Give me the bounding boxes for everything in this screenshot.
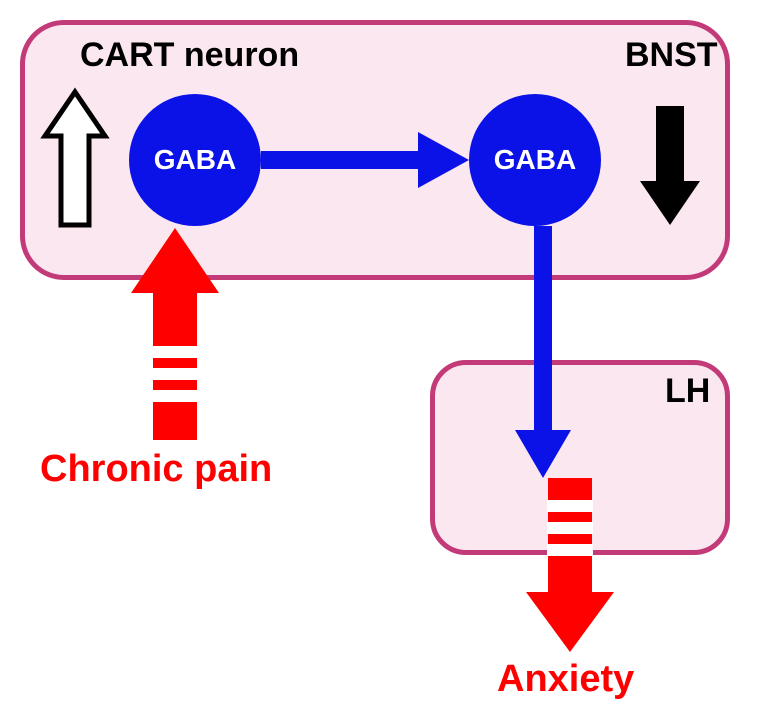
lh-label: LH	[665, 372, 710, 411]
gaba-right-label: GABA	[494, 144, 576, 176]
anxiety-label: Anxiety	[497, 658, 634, 701]
diagram-stage: BNST LH CART neuron GABA GABA Chronic pa…	[0, 0, 777, 714]
gaba-left-label: GABA	[154, 144, 236, 176]
chronic-pain-label: Chronic pain	[40, 448, 272, 491]
cart-neuron-label: CART neuron	[80, 36, 299, 75]
gaba-neuron-right: GABA	[469, 94, 601, 226]
gaba-neuron-left: GABA	[129, 94, 261, 226]
bnst-label: BNST	[625, 36, 718, 75]
